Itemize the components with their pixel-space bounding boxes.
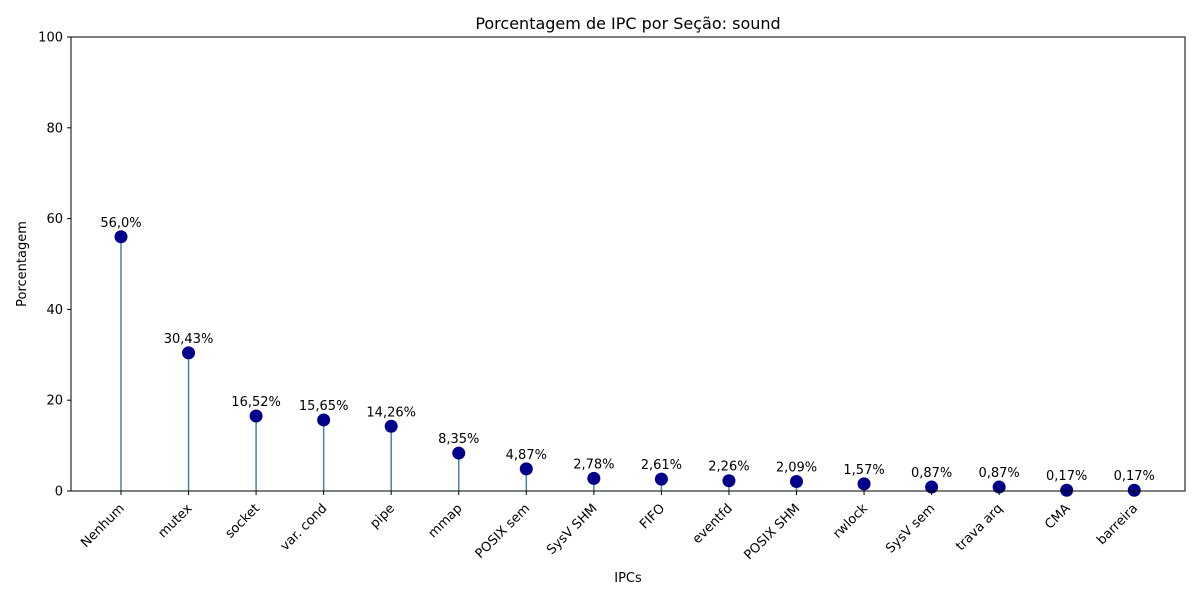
data-label: 2,26% — [708, 460, 749, 475]
data-label: 2,78% — [573, 457, 614, 472]
y-axis-title: Porcentagem — [15, 221, 30, 307]
data-label: 4,87% — [506, 448, 547, 463]
data-label: 2,61% — [641, 458, 682, 473]
x-axis-title: IPCs — [614, 571, 642, 586]
data-point — [182, 346, 196, 360]
y-tick-label: 100 — [38, 31, 63, 46]
data-point — [857, 477, 871, 491]
y-tick-label: 80 — [46, 121, 63, 136]
data-label: 8,35% — [438, 432, 479, 447]
data-label: 0,87% — [978, 466, 1019, 481]
data-label: 0,17% — [1114, 469, 1155, 484]
data-point — [1127, 483, 1141, 497]
y-tick-label: 40 — [46, 303, 63, 318]
data-point — [790, 475, 803, 489]
data-label: 2,09% — [776, 461, 817, 476]
data-point — [722, 474, 736, 488]
chart-title: Porcentagem de IPC por Seção: sound — [475, 14, 780, 33]
data-label: 14,26% — [366, 405, 416, 420]
data-label: 15,65% — [299, 399, 349, 414]
data-label: 1,57% — [843, 463, 884, 478]
y-tick-label: 20 — [46, 394, 63, 409]
data-point — [114, 230, 128, 244]
data-label: 0,87% — [911, 466, 952, 481]
data-label: 56,0% — [100, 216, 141, 231]
data-point — [519, 462, 533, 476]
y-tick-label: 0 — [55, 485, 63, 500]
data-point — [925, 480, 939, 494]
data-point — [654, 472, 668, 486]
data-point — [992, 480, 1006, 494]
data-point — [452, 446, 466, 460]
data-label: 16,52% — [231, 395, 281, 410]
data-label: 0,17% — [1046, 469, 1087, 484]
data-point — [317, 413, 331, 427]
data-label: 30,43% — [164, 332, 214, 347]
data-point — [249, 409, 263, 423]
plot-frame — [70, 36, 1186, 492]
data-point — [384, 419, 398, 433]
data-point — [1060, 483, 1074, 497]
y-tick-label: 60 — [46, 212, 63, 227]
data-point — [587, 471, 601, 485]
